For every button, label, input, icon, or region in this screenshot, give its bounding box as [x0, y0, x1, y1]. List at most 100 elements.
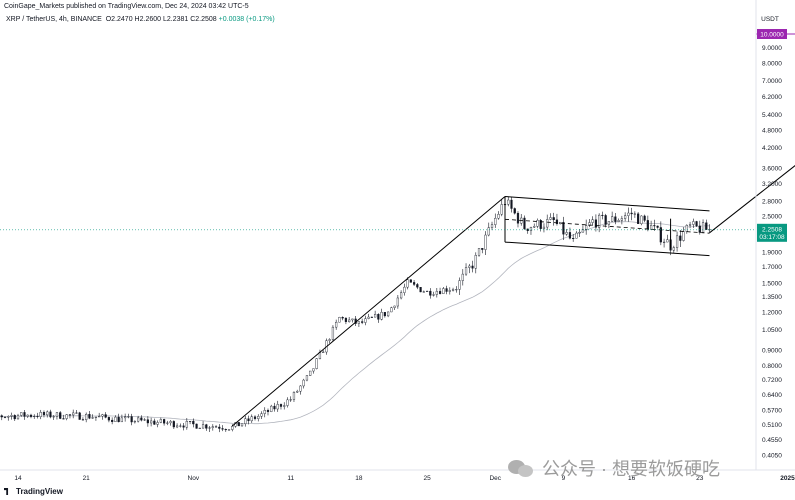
candle-body [237, 422, 240, 427]
candle-body [387, 311, 390, 317]
candle-body [468, 265, 471, 268]
candle-body [296, 391, 299, 393]
candle-body [227, 429, 231, 431]
candle-body [81, 419, 85, 421]
candle-body [283, 405, 286, 407]
candle-body [341, 317, 344, 319]
candle-body [351, 318, 354, 321]
candle-body [695, 221, 698, 227]
candle-body [224, 429, 227, 431]
y-tick-label: 9.0000 [762, 45, 782, 52]
y-tick-label: 1.9000 [762, 249, 782, 256]
candle-body [335, 321, 338, 328]
change-value: +0.0038 (+0.17%) [218, 16, 275, 23]
y-tick-label: 2.8000 [762, 198, 782, 205]
candle-body [211, 426, 214, 428]
candle-body [198, 427, 201, 429]
y-tick-label: 4.8000 [762, 128, 782, 135]
candle-body [624, 215, 627, 219]
x-tick-label: 25 [423, 475, 431, 482]
candle-body [143, 419, 146, 421]
symbol-header: XRP / TetherUS, 4h, BINANCE O2.2470 H2.2… [6, 16, 275, 23]
candle-body [111, 419, 114, 422]
candle-body [247, 418, 250, 422]
candle-body [88, 414, 91, 419]
candle-body [451, 289, 455, 291]
candle-body [698, 225, 701, 233]
candle-body [406, 279, 409, 288]
x-tick-label: 21 [83, 475, 91, 482]
candle-body [175, 425, 179, 428]
y-tick-label: 6.2000 [762, 94, 782, 101]
candle-body [260, 413, 263, 417]
candle-body [10, 415, 13, 417]
candle-body [455, 289, 458, 291]
candle-body [312, 368, 315, 372]
y-tick-label: 8.0000 [762, 61, 782, 68]
candle-body [62, 418, 65, 420]
candle-body [542, 226, 546, 229]
y-tick-label: 3.6000 [762, 165, 782, 172]
candle-body [205, 424, 208, 429]
candle-body [263, 410, 266, 414]
y-tick-label: 2.5000 [762, 213, 782, 220]
candle-body [672, 247, 675, 251]
y-tick-label: 0.6400 [762, 392, 782, 399]
candle-body [328, 339, 331, 341]
candle-body [172, 421, 175, 428]
last-price-label: 2.2508 [762, 226, 782, 233]
candle-body [374, 314, 377, 318]
candle-body [179, 425, 182, 427]
candle-body [117, 416, 120, 423]
candle-body [692, 221, 695, 225]
symbol-name[interactable]: XRP / TetherUS, 4h, BINANCE [6, 16, 102, 23]
candle-body [286, 399, 289, 406]
candle-body [607, 221, 610, 225]
candle-body [65, 414, 68, 419]
candle-body [7, 416, 10, 418]
x-tick-label: 23 [696, 475, 704, 482]
candle-body [662, 241, 666, 243]
candle-body [539, 220, 542, 229]
candle-body [59, 412, 62, 419]
candle-body [162, 419, 166, 424]
y-tick-label: 4.2000 [762, 145, 782, 152]
footer-brand[interactable]: TradingView [4, 487, 63, 496]
candle-body [331, 326, 335, 340]
candle-body [412, 282, 416, 285]
candle-body [315, 358, 318, 369]
y-tick-label: 1.7000 [762, 264, 782, 271]
candle-body [409, 279, 412, 283]
candle-body [546, 219, 549, 228]
close-value: C2.2508 [190, 16, 217, 23]
candle-body [302, 379, 305, 387]
candle-body [393, 305, 396, 308]
x-tick-label: 16 [628, 475, 636, 482]
candle-body [208, 427, 211, 429]
publisher-line: CoinGape_Markets published on TradingVie… [4, 3, 249, 10]
candle-body [484, 234, 487, 250]
y-tick-label: 0.4550 [762, 437, 782, 444]
x-tick-label: Dec [489, 475, 501, 482]
candle-body [36, 415, 39, 417]
candle-body [124, 416, 127, 419]
candle-body [578, 232, 581, 234]
open-value: O2.2470 [105, 16, 133, 23]
candle-body [150, 420, 153, 424]
candle-body [435, 291, 438, 295]
candle-body [688, 224, 692, 226]
candle-body [403, 286, 406, 293]
candle-body [477, 248, 481, 256]
candle-body [292, 392, 296, 400]
candle-body [127, 416, 130, 418]
flag-upper-line [504, 196, 710, 212]
candle-body [620, 218, 623, 221]
candle-body [604, 215, 607, 225]
candle-body [137, 417, 140, 422]
candle-body [572, 237, 575, 239]
candle-body [94, 416, 98, 418]
candle-body [72, 412, 75, 416]
candle-body [416, 284, 419, 288]
low-value: L2.2381 [162, 16, 189, 23]
